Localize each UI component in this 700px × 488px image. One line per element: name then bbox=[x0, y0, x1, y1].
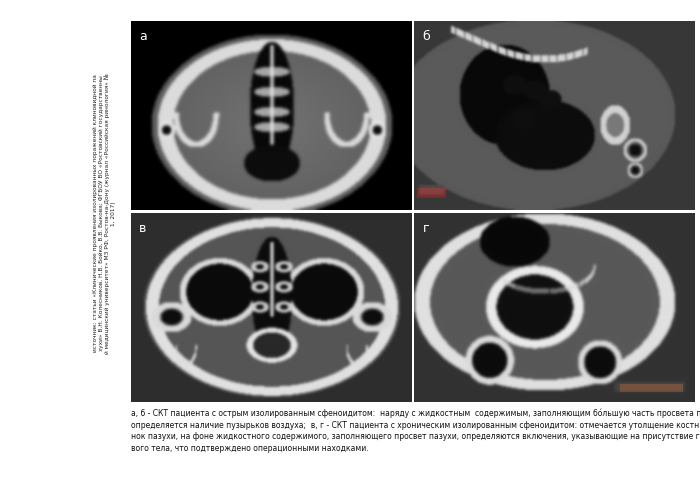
Text: а, б - СКТ пациента с острым изолированным сфеноидитом:  наряду с жидкостным  со: а, б - СКТ пациента с острым изолированн… bbox=[131, 407, 700, 452]
Text: источник: статьи «Клинические проявления изолированных поражений клиновидной па
: источник: статьи «Клинические проявления… bbox=[92, 73, 116, 353]
Text: б: б bbox=[423, 29, 430, 42]
Text: а: а bbox=[139, 29, 147, 42]
Text: в: в bbox=[139, 221, 147, 234]
Text: г: г bbox=[423, 221, 429, 234]
